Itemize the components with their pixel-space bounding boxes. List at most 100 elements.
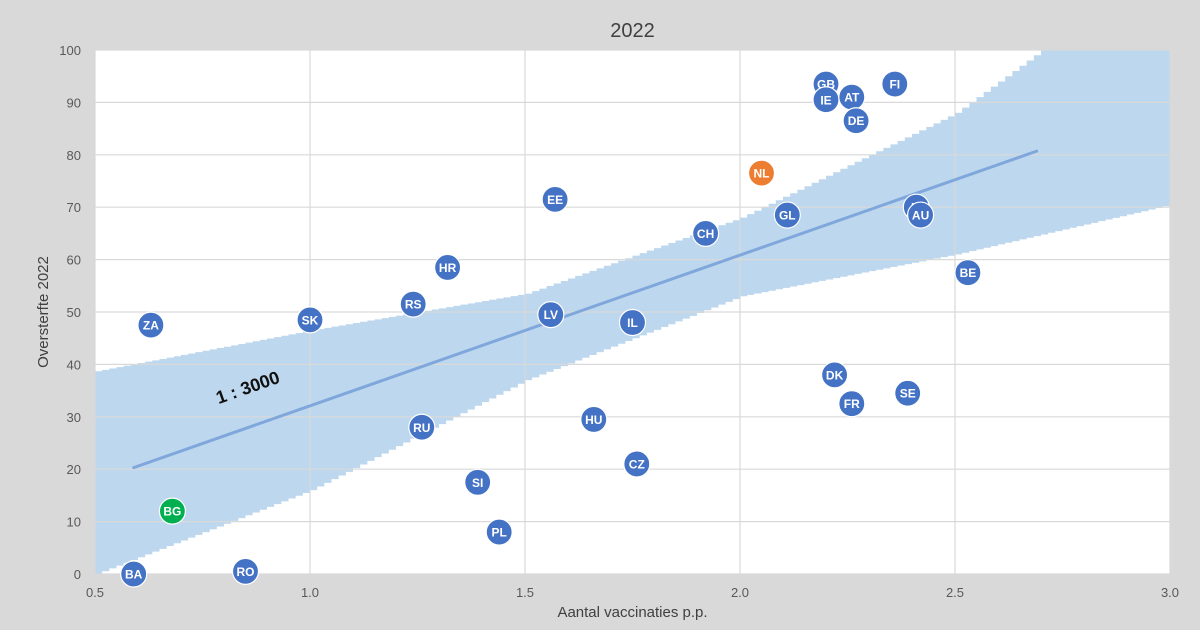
point-label: CH: [697, 227, 714, 241]
point-marker: [691, 219, 720, 247]
point-marker: [842, 107, 870, 135]
point-label: BE: [960, 266, 977, 280]
point-label: AU: [912, 209, 929, 223]
y-tick-label: 80: [67, 148, 81, 163]
y-tick-label: 40: [67, 357, 81, 372]
point-label: ZA: [143, 319, 159, 333]
data-point-si: SI: [464, 468, 492, 496]
point-label: HR: [439, 261, 457, 275]
data-point-fr: FR: [838, 390, 866, 418]
point-marker: [954, 259, 982, 287]
point-marker: [881, 70, 909, 98]
data-point-pl: PL: [485, 518, 513, 546]
chart-title: 2022: [610, 20, 655, 42]
point-marker: [231, 557, 260, 585]
point-label: IL: [627, 316, 638, 330]
y-tick-label: 30: [67, 410, 81, 425]
y-tick-label: 0: [74, 567, 81, 582]
data-point-rs: RS: [399, 290, 427, 318]
data-point-ch: CH: [691, 219, 720, 247]
point-label: GL: [779, 209, 796, 223]
x-tick-label: 2.5: [946, 585, 964, 600]
data-point-au: AU: [906, 201, 935, 229]
point-marker: [541, 185, 569, 213]
point-label: PL: [492, 526, 507, 540]
point-marker: [464, 468, 492, 496]
y-tick-label: 10: [67, 515, 81, 530]
point-marker: [408, 413, 436, 441]
data-point-cz: CZ: [623, 450, 651, 478]
data-point-za: ZA: [137, 311, 165, 339]
point-label: FI: [889, 78, 900, 92]
data-point-be: BE: [954, 259, 982, 287]
point-marker: [485, 518, 513, 546]
point-label: EE: [547, 193, 563, 207]
data-point-hu: HU: [580, 405, 608, 434]
point-label: FR: [844, 397, 860, 411]
x-axis-title: Aantal vaccinaties p.p.: [557, 604, 707, 621]
y-tick-label: 90: [67, 95, 81, 110]
point-label: BA: [125, 568, 143, 582]
point-marker: [137, 311, 165, 339]
point-label: NL: [754, 167, 770, 181]
x-tick-label: 1.0: [301, 585, 319, 600]
data-point-ro: RO: [231, 557, 260, 585]
point-label: IE: [820, 93, 831, 107]
point-label: LV: [544, 308, 558, 322]
point-marker: [894, 379, 922, 407]
data-point-ie: IE: [812, 86, 840, 114]
tick-labels: 0.5 1.0 1.5 2.0 2.5 3.0 0 10 20 30 40 50 60 70 80 90 100: [59, 43, 1179, 600]
data-point-ee: EE: [541, 185, 569, 213]
point-label: SK: [302, 313, 319, 327]
point-marker: [618, 308, 647, 337]
x-tick-label: 0.5: [86, 585, 104, 600]
point-marker: [399, 290, 427, 318]
data-point-at: AT: [838, 83, 866, 111]
point-label: DK: [826, 368, 844, 382]
data-point-sk: SK: [296, 306, 324, 334]
point-marker: [580, 405, 608, 434]
y-axis-title: Oversterfte 2022: [35, 256, 52, 368]
data-point-hr: HR: [434, 253, 462, 282]
y-tick-label: 50: [67, 305, 81, 320]
data-point-ba: BA: [120, 560, 148, 588]
data-point-nl: NL: [747, 159, 776, 187]
point-label: RS: [405, 298, 422, 312]
data-point-il: IL: [618, 308, 647, 337]
trendline: [132, 149, 1039, 470]
y-tick-label: 100: [59, 43, 81, 58]
point-marker: [838, 390, 866, 418]
point-label: RO: [237, 565, 255, 579]
point-marker: [773, 201, 801, 229]
point-label: SI: [472, 476, 483, 490]
data-point-de: DE: [842, 107, 870, 135]
point-label: SE: [900, 387, 916, 401]
point-label: AT: [844, 91, 860, 105]
data-point-fi: FI: [881, 70, 909, 98]
x-tick-label: 1.5: [516, 585, 534, 600]
data-point-lv: LV: [537, 301, 565, 329]
point-marker: [158, 497, 186, 525]
data-point-bg: BG: [158, 497, 186, 525]
point-label: DE: [848, 114, 865, 128]
y-tick-label: 20: [67, 462, 81, 477]
point-marker: [820, 361, 849, 389]
point-marker: [537, 301, 565, 329]
data-point-se: SE: [894, 379, 922, 407]
point-marker: [623, 450, 651, 478]
data-point-dk: DK: [820, 361, 849, 389]
point-label: RU: [413, 421, 430, 435]
data-point-gl: GL: [773, 201, 801, 229]
point-marker: [747, 159, 776, 187]
x-tick-label: 2.0: [731, 585, 749, 600]
point-marker: [296, 306, 324, 334]
point-marker: [434, 253, 462, 282]
x-tick-label: 3.0: [1161, 585, 1179, 600]
data-point-ru: RU: [408, 413, 436, 441]
point-marker: [906, 201, 935, 229]
point-label: HU: [585, 413, 602, 427]
point-label: CZ: [629, 457, 645, 471]
